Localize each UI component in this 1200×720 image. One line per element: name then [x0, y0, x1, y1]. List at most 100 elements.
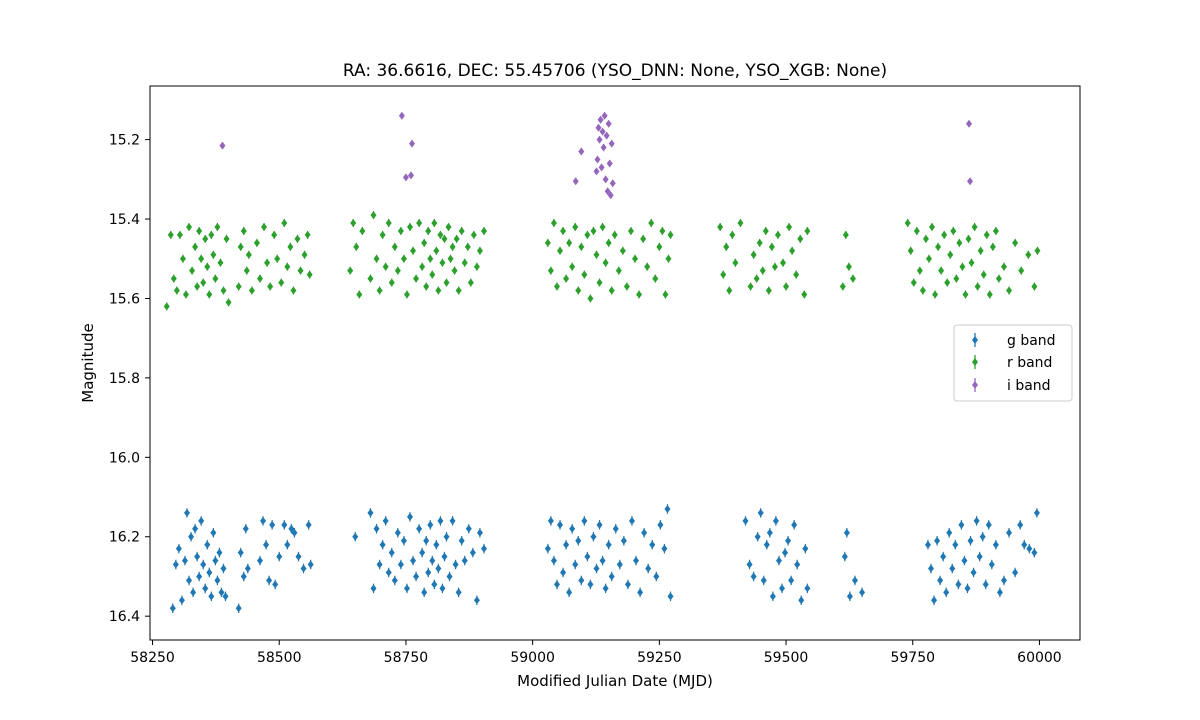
data-point	[425, 226, 432, 235]
data-point	[961, 556, 968, 565]
data-point	[465, 524, 472, 533]
data-point	[449, 242, 456, 251]
data-point	[216, 548, 223, 557]
data-point	[619, 246, 626, 255]
data-point	[245, 250, 252, 259]
series-g-band	[169, 504, 1040, 613]
data-point	[406, 512, 413, 521]
data-point	[223, 234, 230, 243]
data-point	[665, 254, 672, 263]
data-point	[595, 123, 602, 132]
data-point	[1026, 544, 1033, 553]
data-point	[170, 274, 177, 283]
data-point	[370, 584, 377, 593]
data-point	[594, 155, 601, 164]
data-point	[397, 560, 404, 569]
data-point	[783, 282, 790, 291]
data-point	[737, 219, 744, 228]
data-point	[473, 596, 480, 605]
data-point	[235, 604, 242, 613]
data-point	[274, 254, 281, 263]
data-point	[304, 230, 311, 239]
data-point	[301, 250, 308, 259]
data-point	[167, 230, 174, 239]
data-point	[1000, 576, 1007, 585]
data-point	[575, 286, 582, 295]
data-point	[260, 516, 267, 525]
data-point	[379, 540, 386, 549]
data-point	[217, 258, 224, 267]
data-point	[907, 246, 914, 255]
data-point	[186, 576, 193, 585]
data-point	[667, 592, 674, 601]
data-point	[600, 143, 607, 152]
data-point	[940, 552, 947, 561]
data-point	[667, 230, 674, 239]
data-point	[196, 572, 203, 581]
data-point	[394, 266, 401, 275]
data-point	[347, 266, 354, 275]
data-point	[729, 230, 736, 239]
data-point	[932, 290, 939, 299]
data-point	[983, 230, 990, 239]
data-point	[220, 286, 227, 295]
data-point	[441, 552, 448, 561]
data-point	[1000, 262, 1007, 271]
data-point	[451, 266, 458, 275]
y-tick-label: 15.2	[109, 133, 140, 149]
data-point	[596, 135, 603, 144]
data-point	[762, 226, 769, 235]
data-point	[1025, 250, 1032, 259]
data-point	[723, 242, 730, 251]
data-point	[986, 290, 993, 299]
data-point	[982, 580, 989, 589]
data-point	[388, 548, 395, 557]
data-point	[359, 226, 366, 235]
y-axis-label: Magnitude	[79, 323, 97, 402]
data-point	[768, 242, 775, 251]
data-point	[996, 588, 1003, 597]
legend-entry-r-band: r band	[972, 355, 1052, 371]
data-point	[413, 274, 420, 283]
data-point	[419, 262, 426, 271]
data-point	[446, 572, 453, 581]
data-point	[608, 286, 615, 295]
data-point	[1021, 540, 1028, 549]
data-point	[400, 254, 407, 263]
data-point	[212, 556, 219, 565]
y-tick-label: 15.4	[109, 212, 140, 228]
data-point	[845, 262, 852, 271]
data-point	[294, 234, 301, 243]
data-point	[979, 532, 986, 541]
data-point	[196, 226, 203, 235]
data-point	[373, 524, 380, 533]
data-point	[206, 568, 213, 577]
data-point	[218, 588, 225, 597]
data-point	[578, 576, 585, 585]
data-point	[373, 254, 380, 263]
data-point	[604, 187, 611, 196]
data-point	[985, 520, 992, 529]
data-point	[605, 238, 612, 247]
data-point	[452, 560, 459, 569]
data-point	[225, 298, 232, 307]
data-point	[632, 254, 639, 263]
data-point	[992, 540, 999, 549]
data-point	[204, 540, 211, 549]
data-point	[379, 230, 386, 239]
data-point	[958, 520, 965, 529]
data-point	[367, 508, 374, 517]
data-point	[849, 274, 856, 283]
data-point	[461, 258, 468, 267]
data-point	[376, 560, 383, 569]
data-point	[756, 238, 763, 247]
x-tick-label: 59750	[890, 650, 935, 666]
data-point	[200, 560, 207, 569]
data-point	[423, 282, 430, 291]
data-point	[256, 274, 263, 283]
data-point	[190, 588, 197, 597]
y-tick-label: 16.4	[109, 609, 140, 625]
data-point	[553, 580, 560, 589]
